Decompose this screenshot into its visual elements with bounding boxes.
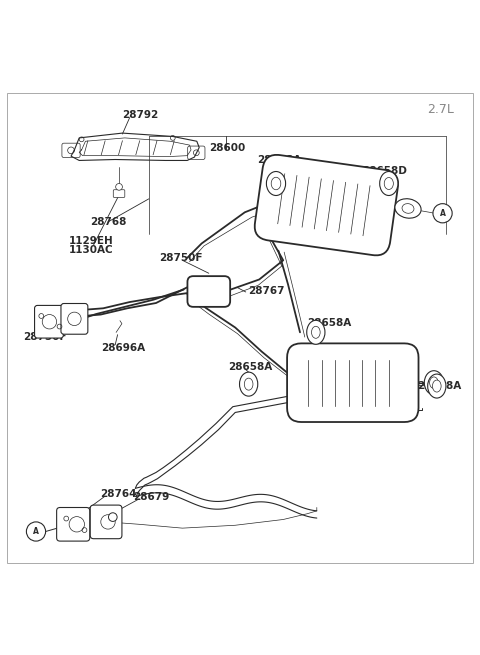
Ellipse shape: [244, 378, 253, 390]
Ellipse shape: [432, 380, 441, 392]
FancyBboxPatch shape: [35, 305, 63, 338]
Text: 1129EH: 1129EH: [69, 236, 113, 246]
Text: 28679: 28679: [133, 492, 170, 502]
Text: 28658A: 28658A: [307, 318, 351, 328]
Ellipse shape: [271, 178, 281, 190]
Text: 28768: 28768: [90, 217, 127, 227]
Text: 28792: 28792: [122, 110, 159, 121]
Ellipse shape: [266, 172, 286, 195]
Ellipse shape: [240, 372, 258, 396]
Ellipse shape: [380, 172, 398, 195]
Circle shape: [108, 513, 117, 521]
Ellipse shape: [424, 371, 444, 395]
Circle shape: [68, 312, 81, 326]
Ellipse shape: [395, 198, 421, 218]
Ellipse shape: [430, 377, 438, 388]
FancyBboxPatch shape: [255, 155, 398, 255]
Circle shape: [433, 204, 452, 223]
Text: 2.7L: 2.7L: [427, 103, 454, 117]
Circle shape: [69, 517, 84, 532]
Text: 28750F: 28750F: [23, 332, 67, 342]
Ellipse shape: [307, 320, 325, 345]
Text: 28600: 28600: [209, 143, 245, 153]
FancyBboxPatch shape: [61, 303, 88, 334]
Text: A: A: [33, 527, 39, 536]
FancyBboxPatch shape: [90, 505, 122, 538]
Circle shape: [116, 183, 122, 190]
FancyBboxPatch shape: [187, 276, 230, 307]
Text: 28750F: 28750F: [159, 253, 203, 263]
Circle shape: [42, 314, 57, 329]
Ellipse shape: [384, 178, 394, 189]
Circle shape: [26, 522, 46, 541]
Ellipse shape: [402, 204, 414, 214]
Text: 28764: 28764: [100, 489, 136, 499]
Text: 1130AC: 1130AC: [69, 245, 113, 255]
Text: A: A: [440, 209, 445, 217]
Text: 28658A: 28658A: [417, 381, 461, 391]
FancyBboxPatch shape: [57, 508, 90, 541]
Ellipse shape: [312, 326, 320, 338]
Text: 28767: 28767: [248, 286, 285, 295]
Ellipse shape: [428, 374, 446, 398]
Circle shape: [101, 515, 115, 529]
Text: 28658D: 28658D: [362, 166, 407, 176]
Text: 28658A: 28658A: [228, 362, 272, 372]
Text: 28696A: 28696A: [101, 343, 145, 352]
Text: 28700: 28700: [334, 407, 370, 417]
Text: 28658A: 28658A: [257, 155, 301, 166]
FancyBboxPatch shape: [287, 343, 419, 422]
FancyBboxPatch shape: [113, 190, 125, 197]
